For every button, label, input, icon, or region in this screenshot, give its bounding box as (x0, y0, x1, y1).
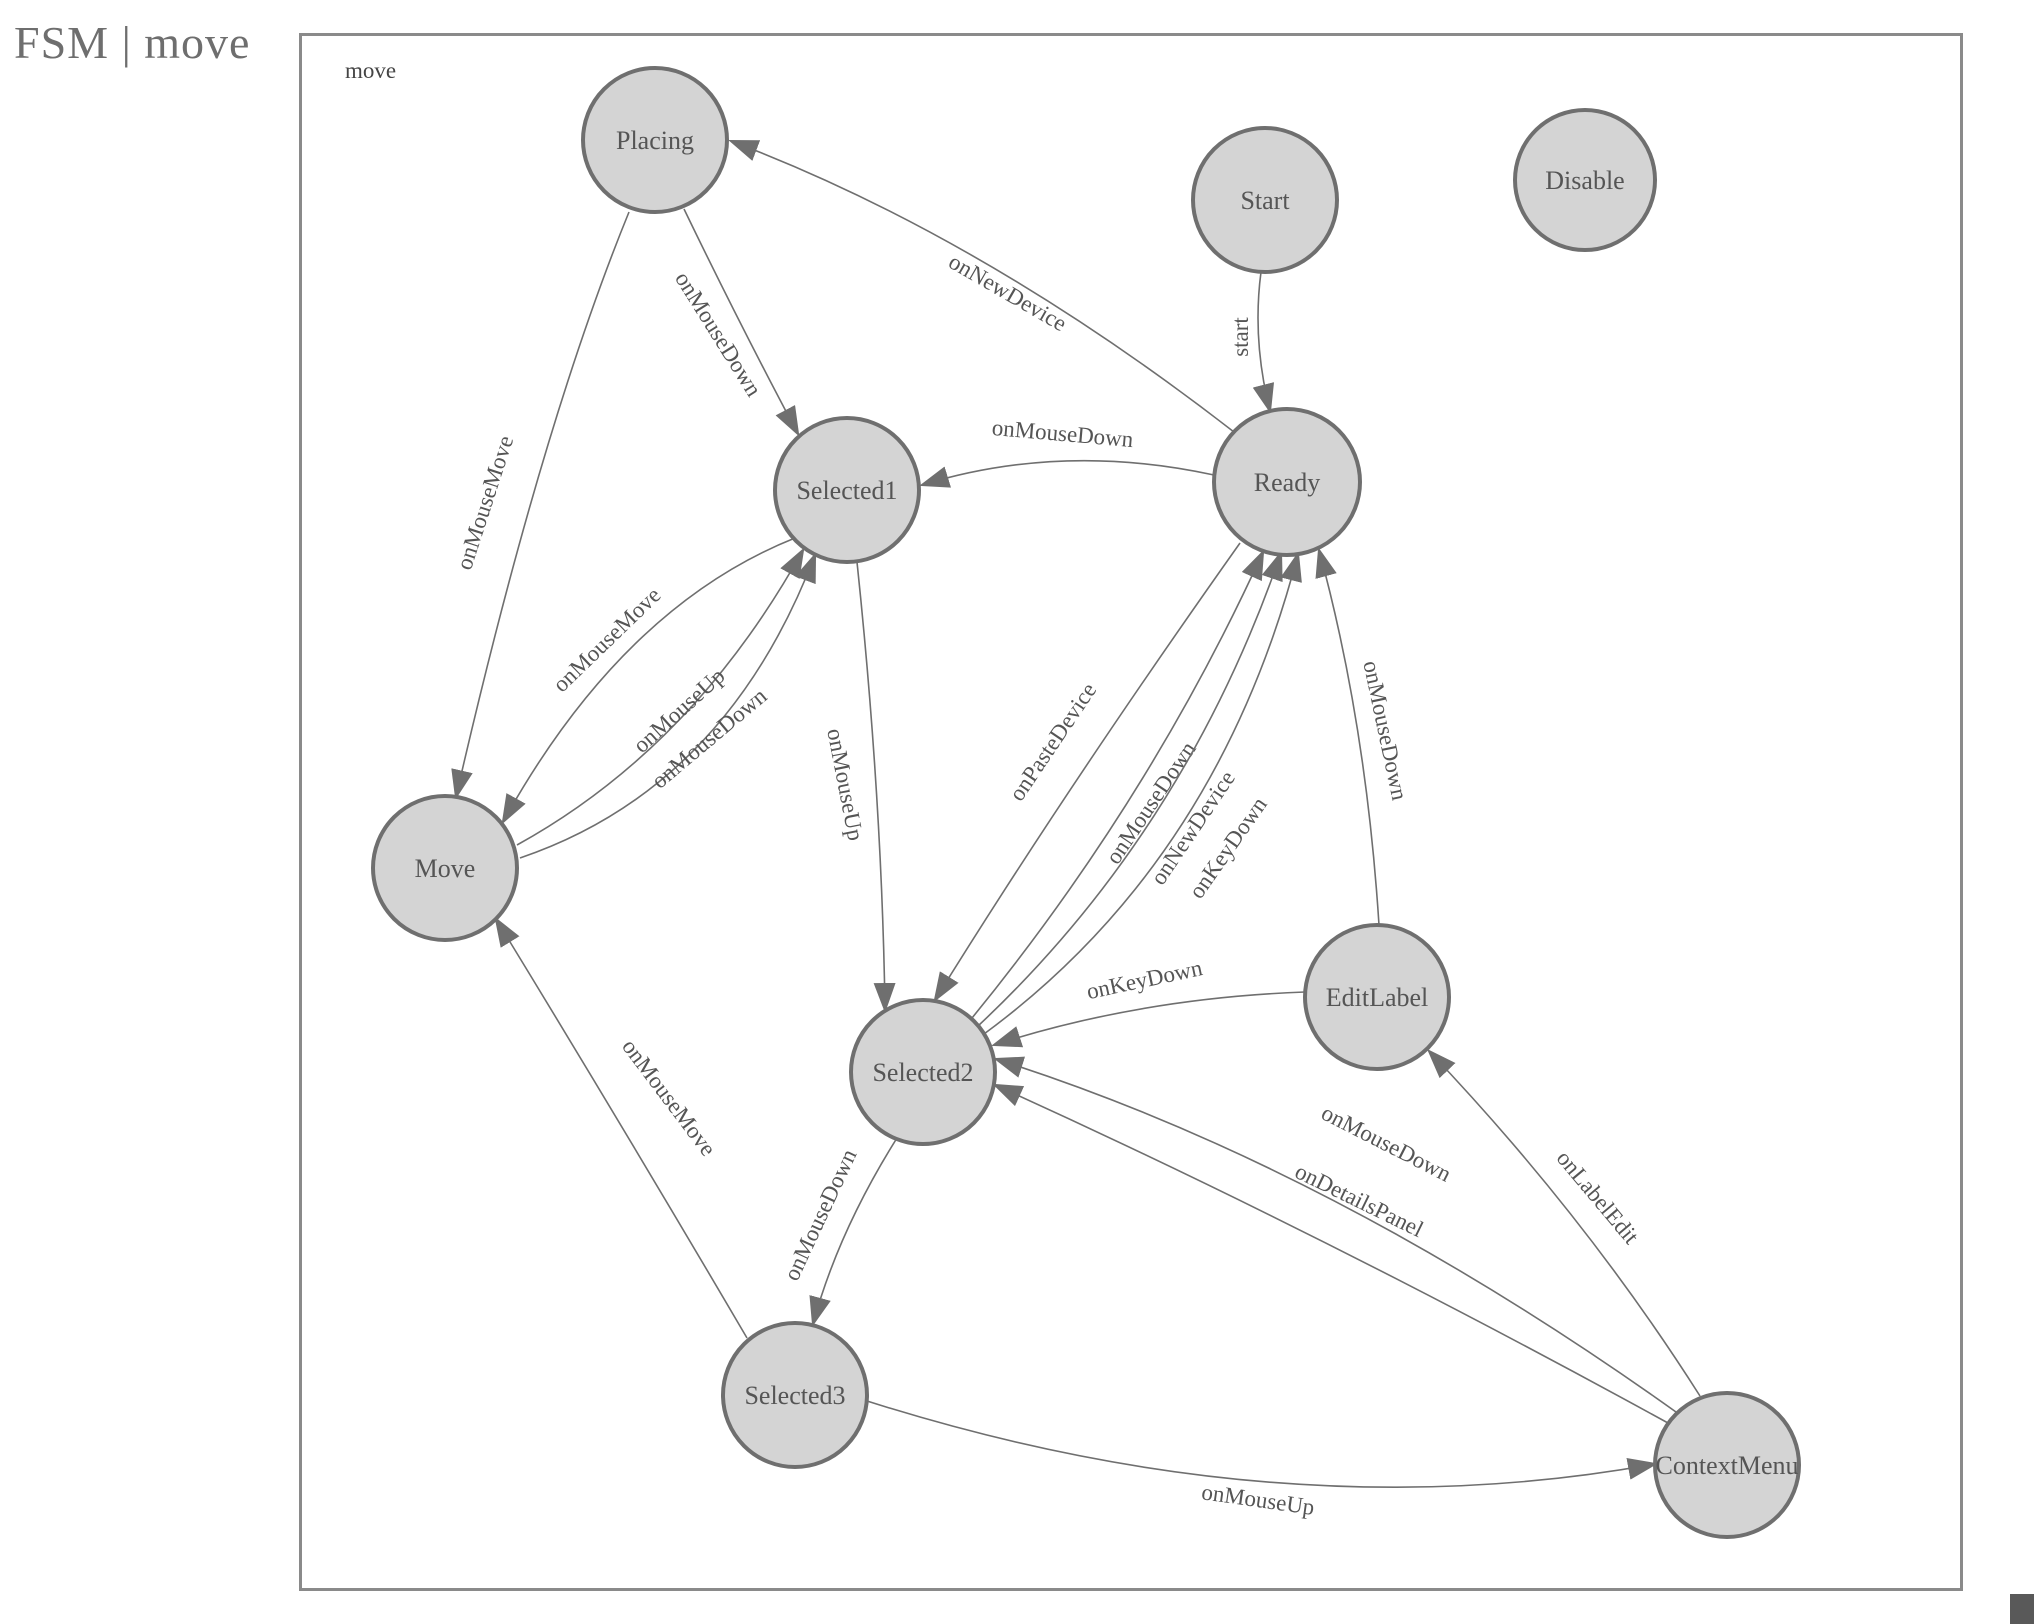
transition-label: onMouseUp (1200, 1479, 1316, 1520)
state-circle-placing[interactable] (581, 66, 729, 214)
state-circle-selected2[interactable] (849, 998, 997, 1146)
state-label-selected2: Selected2 (872, 1058, 973, 1087)
transition-edge-ready-selected1 (919, 459, 1215, 488)
state-placing[interactable]: Placing (581, 66, 729, 214)
state-label-contextmenu: ContextMenu (1656, 1451, 1799, 1480)
state-layer: Placing Start Disable Ready Selected1 Move Sel… (371, 66, 1801, 1539)
state-label-selected1: Selected1 (796, 476, 897, 505)
transition-edge-contextmenu-selected2 (992, 1083, 1669, 1424)
transition-edge-ready-placing (728, 139, 1235, 433)
state-circle-ready[interactable] (1212, 407, 1362, 557)
state-circle-move[interactable] (371, 794, 519, 942)
state-move[interactable]: Move (371, 794, 519, 942)
transition-label: onKeyDown (1084, 955, 1205, 1004)
transition-edge-selected2-ready (977, 550, 1283, 1027)
transition-label: onMouseDown (779, 1145, 862, 1285)
state-selected1[interactable]: Selected1 (773, 416, 921, 564)
transition-label: onMouseMove (617, 1034, 721, 1160)
transition-edge-contextmenu-editlabel (1426, 1048, 1701, 1397)
transition-label: onMouseDown (1358, 658, 1412, 802)
state-contextmenu[interactable]: ContextMenu (1653, 1391, 1801, 1539)
state-circle-editlabel[interactable] (1303, 923, 1451, 1071)
state-ready[interactable]: Ready (1212, 407, 1362, 557)
transition-edge-selected1-selected2 (856, 561, 896, 1013)
state-start[interactable]: Start (1191, 126, 1339, 274)
state-circle-disable[interactable] (1513, 108, 1657, 252)
transition-edge-move-selected1 (519, 552, 817, 859)
state-selected3[interactable]: Selected3 (721, 1321, 869, 1469)
transition-edge-selected2-selected3 (809, 1137, 898, 1327)
transition-label: onMouseDown (670, 267, 767, 401)
diagram-name-label: move (345, 58, 397, 83)
state-circle-selected1[interactable] (773, 416, 921, 564)
transition-label: onMouseMove (451, 433, 518, 573)
state-label-move: Move (415, 854, 476, 883)
transition-edge-editlabel-ready (1315, 547, 1380, 926)
transition-edge-selected2-ready (983, 551, 1302, 1035)
state-circle-contextmenu[interactable] (1653, 1391, 1801, 1539)
transition-label: onPasteDevice (1004, 678, 1101, 805)
page-title: FSM | move (14, 17, 251, 68)
transition-label: onMouseMove (548, 582, 666, 697)
transition-edge-selected1-move (501, 537, 796, 825)
state-label-editlabel: EditLabel (1326, 983, 1429, 1012)
transition-edge-selected2-ready (971, 549, 1265, 1019)
state-label-disable: Disable (1545, 166, 1624, 195)
transition-label: onMouseUp (822, 726, 868, 842)
state-label-start: Start (1240, 186, 1290, 215)
transition-label: onMouseDown (991, 415, 1135, 452)
resize-grip[interactable] (2010, 1594, 2034, 1624)
transition-label: onNewDevice (945, 249, 1071, 336)
state-selected2[interactable]: Selected2 (849, 998, 997, 1146)
transition-edge-contextmenu-selected2 (993, 1056, 1677, 1413)
fsm-diagram-frame (299, 33, 1963, 1591)
transition-edge-move-selected1 (516, 547, 805, 846)
state-label-selected3: Selected3 (744, 1381, 845, 1410)
transition-label: onDetailsPanel (1291, 1159, 1427, 1243)
state-circle-selected3[interactable] (721, 1321, 869, 1469)
transition-label: start (1228, 317, 1253, 357)
state-label-ready: Ready (1254, 468, 1320, 497)
state-label-placing: Placing (616, 126, 694, 155)
transition-edge-selected3-move (494, 916, 748, 1339)
transition-edge-placing-move (451, 211, 630, 800)
transition-edge-start-ready (1252, 271, 1275, 414)
transition-label: onMouseDown (1318, 1100, 1456, 1187)
state-circle-start[interactable] (1191, 126, 1339, 274)
transition-edge-ready-selected2 (933, 542, 1241, 1003)
transition-label: onLabelEdit (1552, 1146, 1645, 1250)
state-disable[interactable]: Disable (1513, 108, 1657, 252)
transition-edge-placing-selected1 (683, 208, 800, 437)
transition-edge-selected3-contextmenu (866, 1400, 1658, 1489)
transition-edge-editlabel-selected2 (991, 991, 1306, 1048)
state-editlabel[interactable]: EditLabel (1303, 923, 1451, 1071)
